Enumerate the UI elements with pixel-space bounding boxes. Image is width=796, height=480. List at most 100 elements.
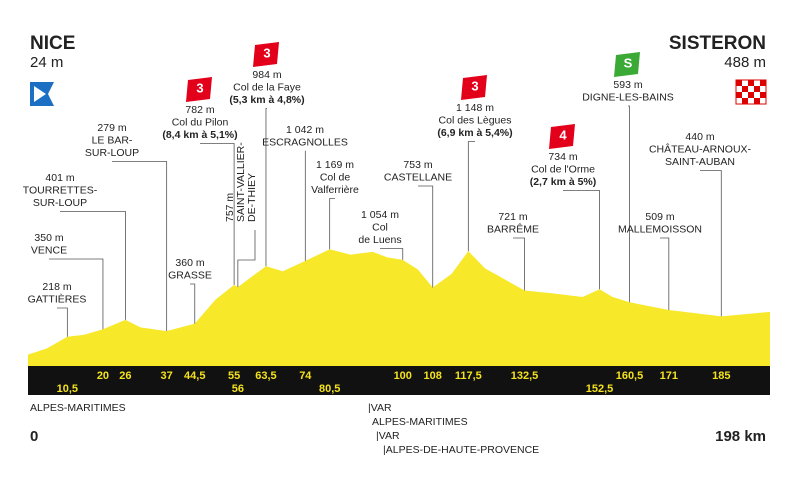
km-label: 117,5 (455, 370, 482, 382)
leader (329, 198, 335, 250)
point-line: TOURRETTES- (23, 184, 98, 196)
finish-flag (735, 79, 767, 105)
climb-detail: (6,9 km à 5,4%) (437, 127, 512, 139)
km-label: 132,5 (511, 370, 539, 382)
point-line: 593 m (613, 79, 642, 91)
point-line: Col de la Faye (233, 81, 301, 93)
leader (49, 258, 104, 330)
climb-detail: (2,7 km à 5%) (530, 176, 597, 188)
km-label: 55 (228, 370, 240, 382)
point-line: DIGNE-LES-BAINS (582, 91, 674, 103)
flag-check (760, 80, 766, 86)
leader (200, 143, 235, 285)
point-line: BARRÊME (487, 222, 539, 235)
point-line: 1 148 m (456, 102, 494, 114)
flag-check (748, 92, 754, 98)
km-label: 56 (232, 383, 244, 395)
point-line: Valferrière (311, 184, 359, 196)
point-line: 721 m (498, 211, 527, 223)
flag-check (760, 92, 766, 98)
point-line: 350 m (34, 232, 63, 244)
point-line: 360 m (175, 257, 204, 269)
distance-start: 0 (30, 428, 38, 445)
point-line: CHÂTEAU-ARNOUX- (649, 142, 752, 155)
profile-area (28, 249, 770, 366)
point-line: 757 m (224, 193, 236, 222)
region: ALPES-MARITIMES (30, 402, 126, 414)
km-label: 80,5 (319, 383, 340, 395)
point-line: 1 042 m (286, 124, 324, 136)
distance-end: 198 km (715, 428, 766, 445)
region: ALPES-MARITIMES (372, 416, 468, 428)
point-line: Col de l'Orme (531, 163, 595, 175)
point-line: de Luens (358, 234, 401, 246)
badge-text: S (624, 55, 633, 70)
start-name: NICE (30, 33, 75, 54)
point-line: Col de (320, 171, 351, 183)
climb-badge (186, 77, 212, 102)
km-label: 37 (161, 370, 173, 382)
point-line: 440 m (685, 131, 714, 143)
leader (700, 170, 722, 317)
badge-text: 4 (559, 127, 567, 142)
leader (628, 105, 630, 303)
rotated-label: 757 m SAINT-VALLIER- DE-THIEY (224, 142, 258, 222)
leader (237, 230, 256, 288)
point-line: 279 m (97, 122, 126, 134)
flag-check (736, 92, 742, 98)
km-label: 160,5 (616, 370, 644, 382)
climb-badge (461, 75, 487, 100)
km-label: 152,5 (586, 383, 614, 395)
point-line: 509 m (645, 211, 674, 223)
point-line: GRASSE (168, 269, 212, 281)
point-line: SAINT-VALLIER- (235, 142, 247, 222)
point-line: 401 m (45, 172, 74, 184)
point-line: SUR-LOUP (33, 197, 87, 209)
finish-elevation: 488 m (724, 54, 766, 71)
km-label: 10,5 (57, 383, 78, 395)
flag-check (736, 80, 742, 86)
point-line: GATTIÈRES (28, 292, 87, 305)
point-line: 753 m (403, 159, 432, 171)
flag-check (754, 86, 760, 92)
km-label: 100 (394, 370, 412, 382)
start-flag (30, 82, 54, 106)
flag-check (754, 98, 760, 104)
km-label: 185 (712, 370, 730, 382)
point-line: DE-THIEY (246, 173, 258, 222)
start-elevation: 24 m (30, 54, 63, 71)
leader (380, 248, 404, 260)
km-label: 171 (660, 370, 678, 382)
climb-detail: (8,4 km à 5,1%) (162, 129, 237, 141)
leader (563, 190, 600, 290)
climb-detail: (5,3 km à 4,8%) (229, 94, 304, 106)
badge-text: 3 (471, 78, 478, 93)
badge-text: 3 (263, 45, 270, 60)
flag-check (742, 86, 748, 92)
point-line: 218 m (42, 281, 71, 293)
point-line: 782 m (185, 104, 214, 116)
leader (660, 237, 670, 310)
point-line: 984 m (252, 69, 281, 81)
leader (265, 108, 267, 267)
region: |VAR (368, 402, 392, 414)
point-line: 734 m (548, 151, 577, 163)
leader (57, 307, 68, 337)
point-line: SAINT-AUBAN (665, 156, 735, 168)
climb-badge (253, 42, 279, 67)
leader (112, 161, 168, 332)
flag-check (742, 98, 748, 104)
leader (418, 185, 434, 288)
badge-text: 3 (196, 80, 203, 95)
leader (190, 283, 196, 324)
point-line: Col des Lègues (439, 114, 512, 126)
point-line: LE BAR- (92, 134, 133, 146)
point-line: ESCRAGNOLLES (262, 136, 348, 148)
point-line: MALLEMOISSON (618, 223, 702, 235)
point-line: Col (372, 221, 388, 233)
km-label: 108 (424, 370, 442, 382)
km-label: 20 (97, 370, 109, 382)
leader (513, 237, 525, 291)
km-band (28, 366, 770, 395)
